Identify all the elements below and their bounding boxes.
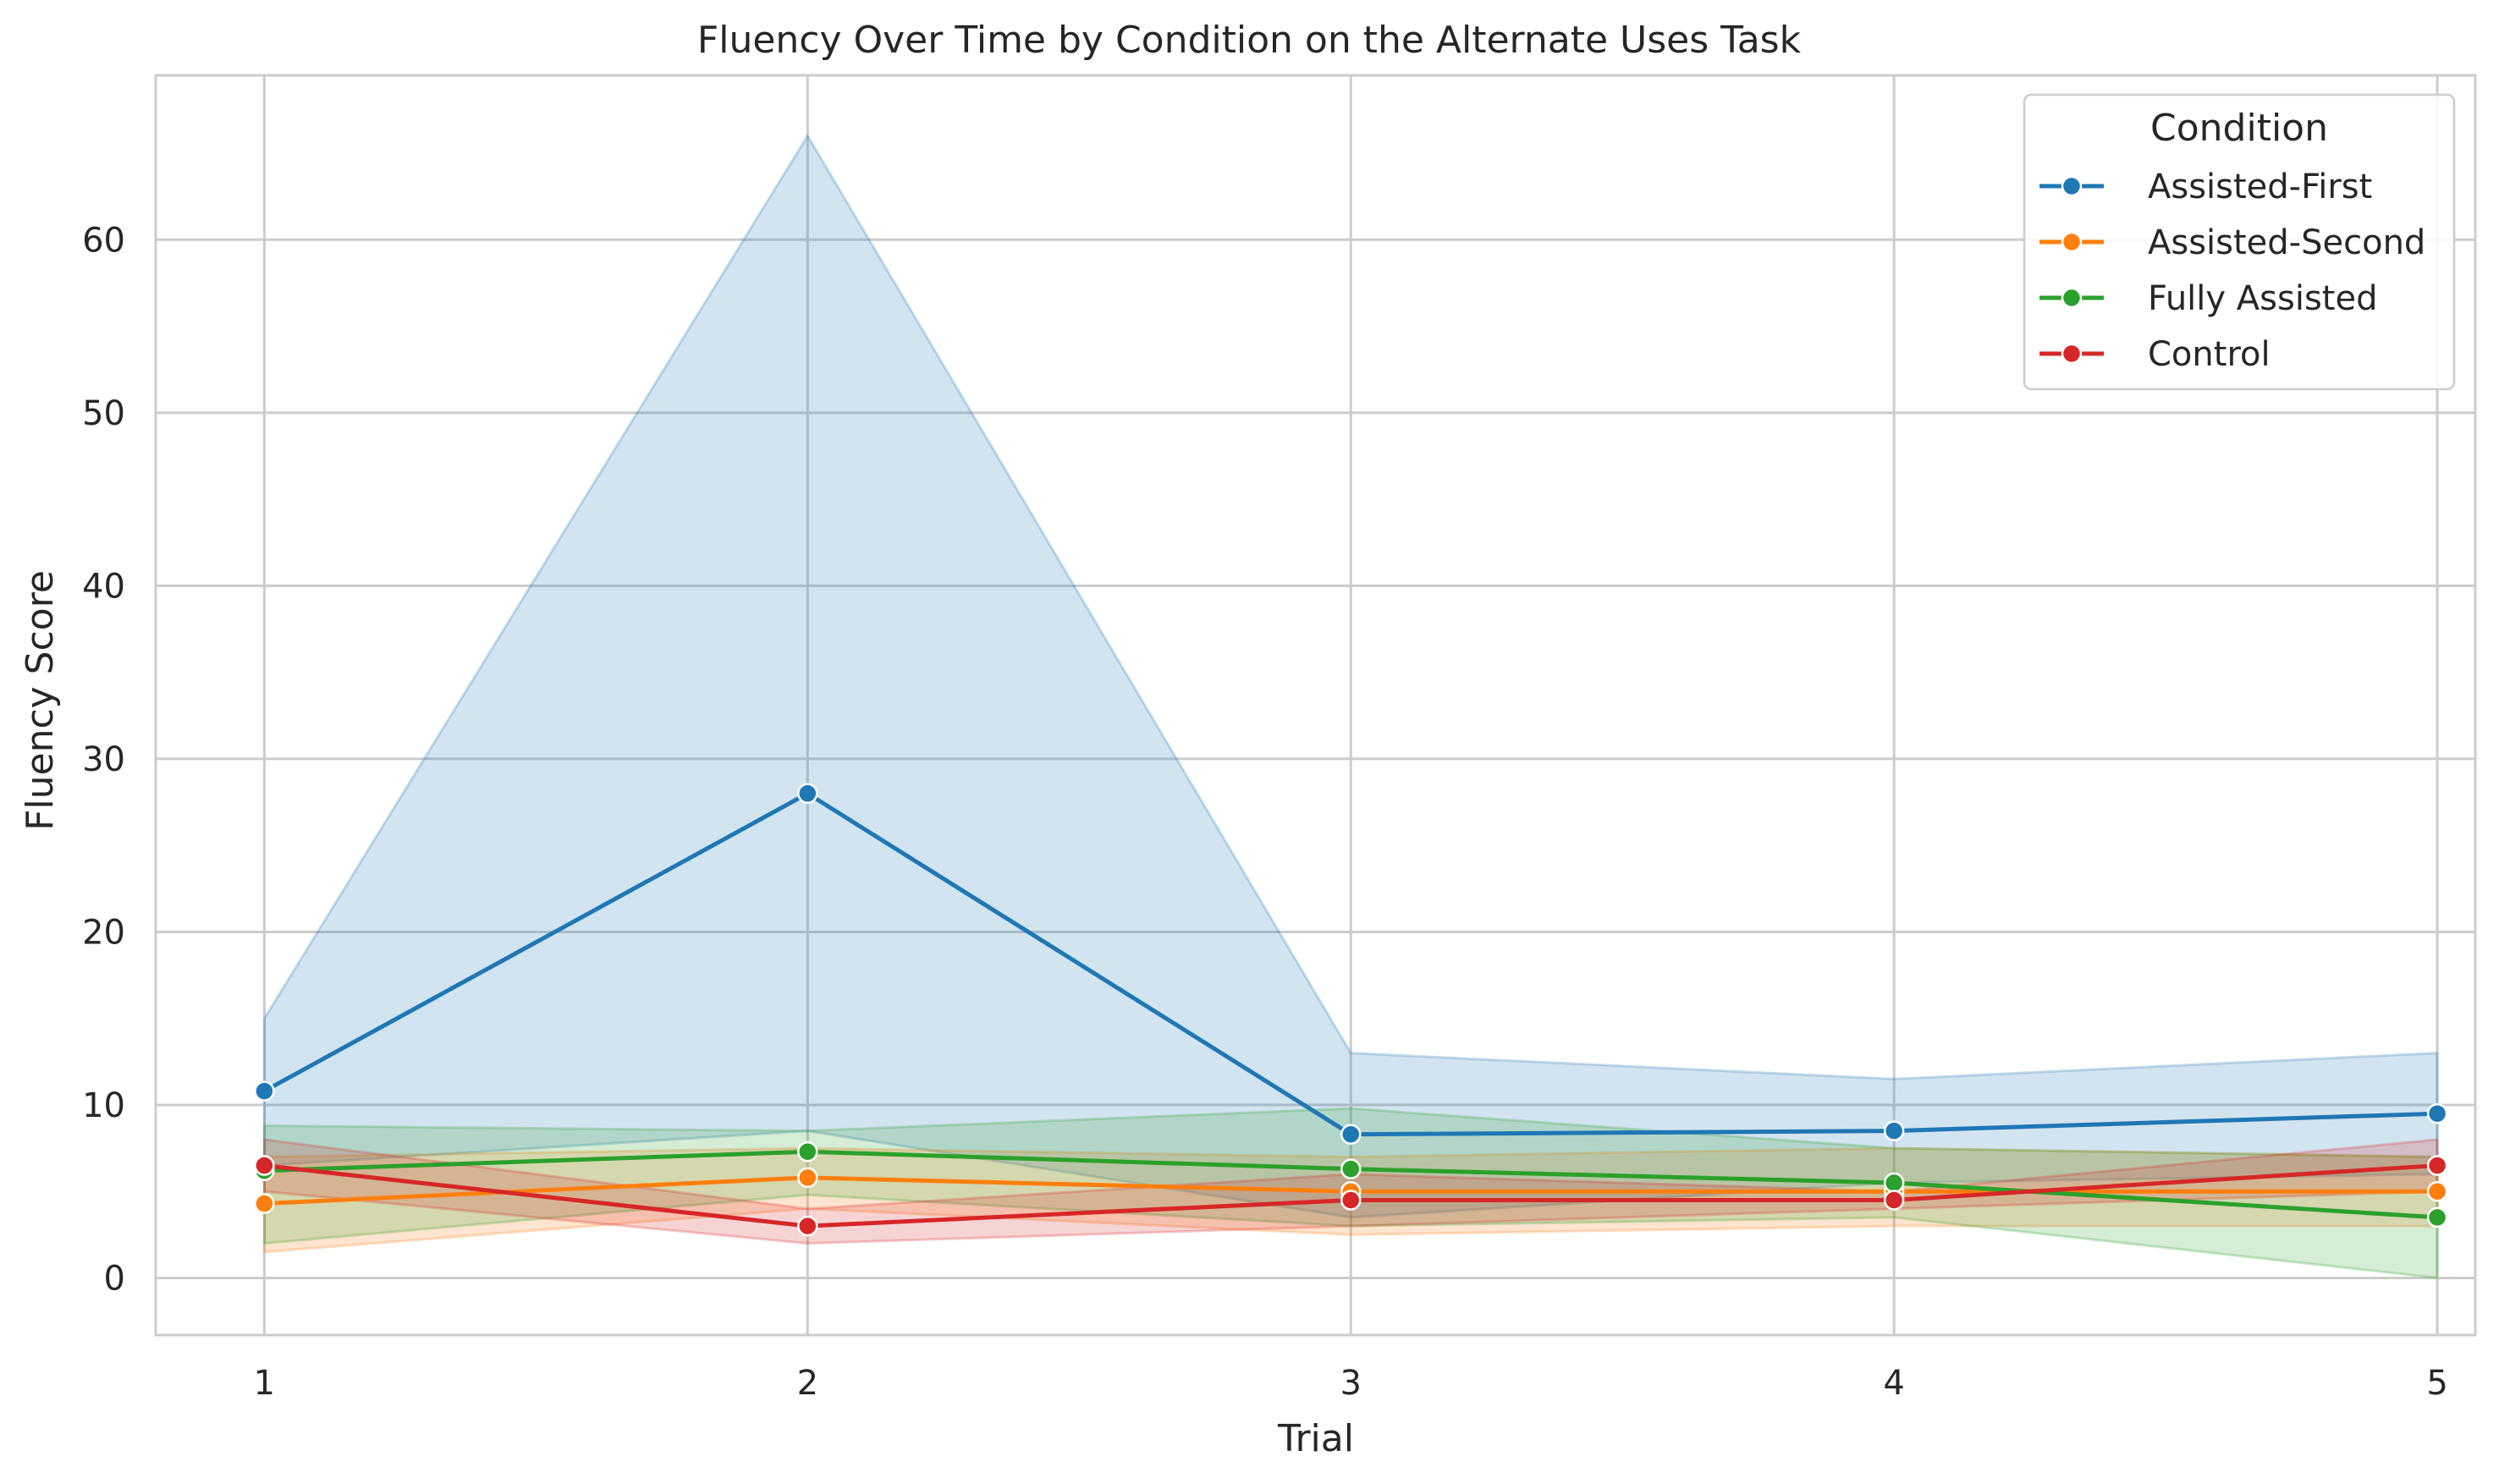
y-tick-label-10: 10 [82, 1086, 125, 1125]
x-tick-label-5: 5 [2426, 1364, 2447, 1403]
data-point-assisted-first-trial-1 [254, 1080, 275, 1102]
legend-label-control: Control [2148, 335, 2271, 374]
y-tick-labels: 0 10 20 30 40 50 60 [82, 221, 125, 1298]
plot-frame [154, 74, 2477, 1337]
data-point-fully-assisted-trial-2 [797, 1140, 818, 1162]
x-axis-label: Trial [1277, 1417, 1354, 1460]
y-tick-label-40: 40 [82, 567, 125, 606]
data-point-assisted-first-trial-3 [1340, 1124, 1362, 1145]
data-point-control-trial-2 [797, 1215, 818, 1237]
legend-label-fully-assisted: Fully Assisted [2148, 279, 2377, 318]
legend-entries: Assisted-First Assisted-Second Fully Assis… [2039, 168, 2425, 374]
legend-marker-assisted-second [2061, 231, 2083, 253]
legend-title: Condition [2150, 107, 2328, 150]
y-tick-label-30: 30 [82, 740, 125, 779]
chart-title: Fluency Over Time by Condition on the Al… [697, 19, 1802, 62]
y-axis-label: Fluency Score [19, 570, 62, 831]
legend-entry-assisted-second: Assisted-Second [2039, 223, 2425, 262]
x-tick-labels: 1 2 3 4 5 [254, 1364, 2448, 1403]
data-point-fully-assisted-trial-3 [1340, 1158, 1362, 1179]
x-tick-label-1: 1 [254, 1364, 275, 1403]
data-point-control-trial-5 [2426, 1155, 2448, 1176]
legend: Condition Assisted-First Assisted-Second F… [2023, 93, 2456, 391]
x-tick-label-3: 3 [1340, 1364, 1361, 1403]
data-point-assisted-second-trial-2 [797, 1167, 818, 1189]
y-tick-label-60: 60 [82, 221, 125, 260]
legend-label-assisted-first: Assisted-First [2148, 168, 2372, 206]
y-tick-label-20: 20 [82, 913, 125, 952]
data-points-layer [254, 783, 2448, 1237]
legend-label-assisted-second: Assisted-Second [2148, 223, 2425, 262]
data-point-assisted-first-trial-2 [797, 783, 818, 805]
legend-marker-assisted-first [2061, 175, 2083, 197]
data-point-control-trial-1 [254, 1155, 275, 1176]
data-point-assisted-first-trial-4 [1883, 1120, 1905, 1141]
data-point-fully-assisted-trial-5 [2426, 1206, 2448, 1228]
legend-box [2023, 93, 2456, 391]
legend-entry-control: Control [2039, 335, 2271, 374]
data-point-assisted-second-trial-5 [2426, 1180, 2448, 1202]
y-tick-label-0: 0 [104, 1260, 125, 1299]
legend-entry-assisted-first: Assisted-First [2039, 168, 2372, 206]
legend-marker-fully-assisted [2061, 287, 2083, 309]
y-tick-label-50: 50 [82, 394, 125, 433]
legend-marker-control [2061, 343, 2083, 365]
data-point-control-trial-3 [1340, 1190, 1362, 1211]
data-point-assisted-first-trial-5 [2426, 1102, 2448, 1124]
data-point-fully-assisted-trial-4 [1883, 1172, 1905, 1194]
data-point-assisted-second-trial-1 [254, 1193, 275, 1214]
legend-entry-fully-assisted: Fully Assisted [2039, 279, 2377, 318]
data-point-control-trial-4 [1883, 1190, 1905, 1211]
x-tick-label-4: 4 [1883, 1364, 1904, 1403]
grid-layer [156, 75, 2475, 1335]
x-tick-label-2: 2 [797, 1364, 818, 1403]
